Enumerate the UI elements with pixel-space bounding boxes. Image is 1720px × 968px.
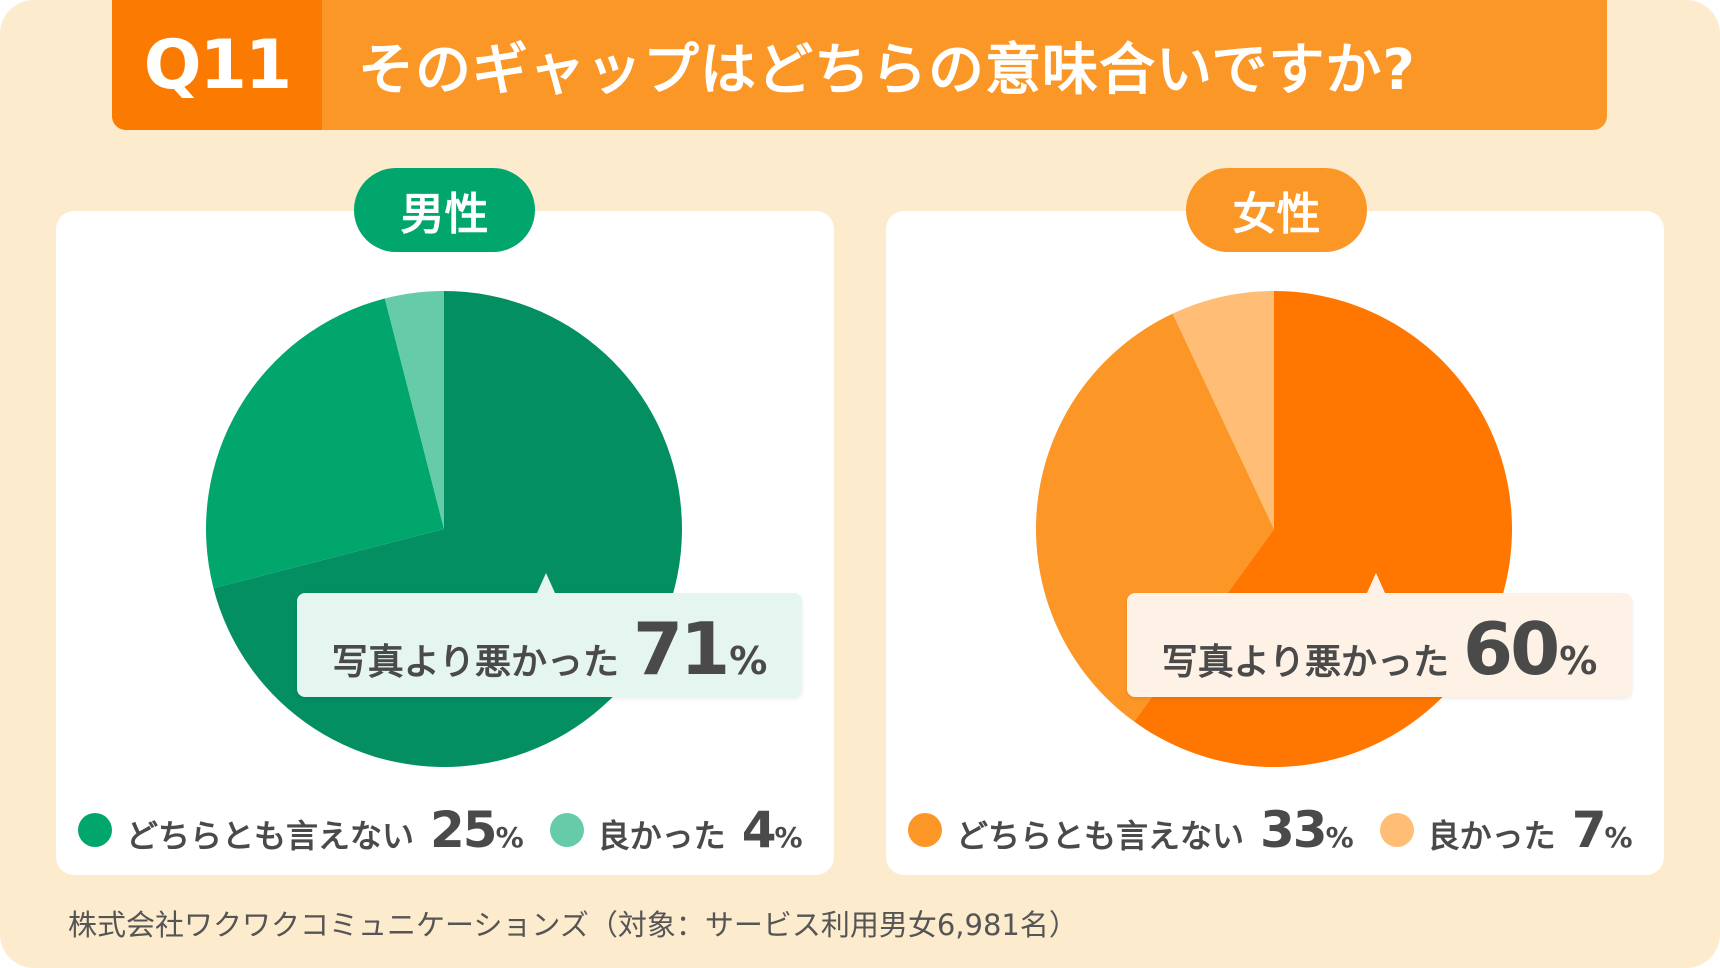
male-legend: どちらとも言えない 25 % 良かった 4 % (78, 801, 829, 859)
pie-slice-better (384, 291, 444, 529)
legend-dot (549, 813, 584, 847)
female-pie-chart (1036, 291, 1512, 767)
legend-unit: % (495, 821, 524, 854)
female-legend: どちらとも言えない 33 % 良かった 7 % (908, 801, 1659, 859)
pie-slice-better (1172, 291, 1274, 529)
question-header: Q11 そのギャップはどちらの意味合いですか? (112, 0, 1607, 130)
callout-unit: % (1559, 639, 1598, 683)
legend-label: 良かった (1427, 817, 1556, 855)
legend-unit: % (1325, 821, 1354, 854)
female-chart-card: 写真より悪かった 60 % どちらとも言えない 33 % 良かった 7 % (886, 211, 1664, 875)
legend-value: 4 (741, 801, 777, 859)
question-number: Q11 (112, 0, 322, 130)
callout-pointer (537, 573, 555, 593)
legend-label: どちらとも言えない (126, 817, 415, 855)
female-label-pill: 女性 (1186, 168, 1367, 252)
legend-value: 25 (430, 801, 498, 859)
male-pie-chart (205, 291, 682, 767)
legend-unit: % (1604, 821, 1633, 854)
legend-value: 7 (1571, 801, 1607, 859)
callout-value: 71 (633, 607, 730, 691)
callout-label: 写真より悪かった (331, 642, 619, 683)
callout-pointer (1367, 573, 1385, 593)
pie-slice-neutral (205, 298, 444, 589)
legend-dot (78, 813, 112, 847)
source-footnote: 株式会社ワクワクコミュニケーションズ（対象：サービス利用男女6,981名） (68, 908, 1078, 942)
male-callout: 写真より悪かった 71 % (297, 573, 802, 697)
legend-value: 33 (1260, 801, 1328, 859)
female-callout: 写真より悪かった 60 % (1127, 573, 1632, 697)
male-chart-card: 写真より悪かった 71 % どちらとも言えない 25 % 良かった 4 % (56, 211, 834, 875)
callout-label: 写真より悪かった (1161, 642, 1449, 683)
legend-dot (908, 813, 942, 847)
pie-slice-neutral (1036, 313, 1274, 722)
legend-label: どちらとも言えない (956, 817, 1245, 855)
legend-unit: % (774, 821, 803, 854)
legend-dot (1379, 813, 1414, 847)
callout-value: 60 (1463, 607, 1560, 691)
legend-label: 良かった (597, 817, 726, 855)
callout-unit: % (729, 639, 768, 683)
male-label-pill: 男性 (354, 168, 535, 252)
question-title: そのギャップはどちらの意味合いですか? (358, 37, 1416, 103)
